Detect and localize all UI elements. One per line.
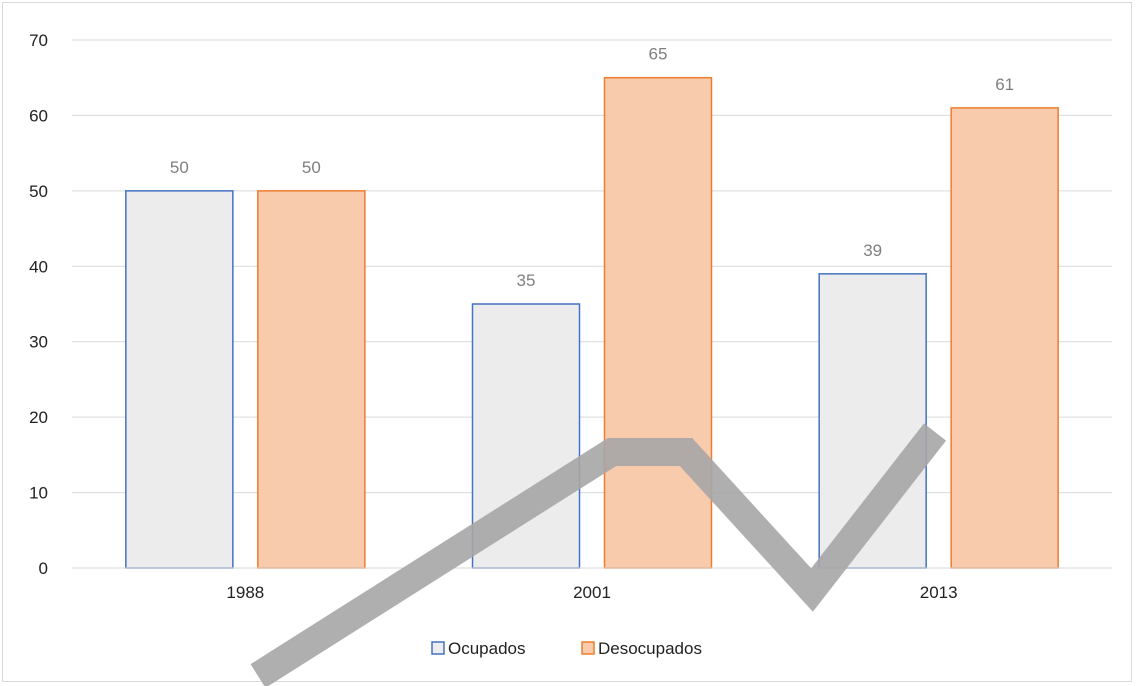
y-tick-label: 20 — [29, 408, 48, 427]
bar-desocupados-2013 — [950, 107, 1059, 569]
legend-label-desocupados: Desocupados — [598, 639, 702, 658]
bar-desocupados-1988 — [257, 190, 366, 569]
x-axis-ticks: 1988 2001 2013 — [226, 583, 957, 602]
legend-swatch-desocupados — [581, 641, 595, 655]
data-label-desocupados-2013: 61 — [995, 75, 1014, 94]
legend-label-ocupados: Ocupados — [448, 639, 526, 658]
bars — [125, 76, 1059, 569]
y-axis-ticks: 0 10 20 30 40 50 60 70 — [29, 31, 48, 578]
x-tick-label: 2013 — [920, 583, 958, 602]
y-tick-label: 10 — [29, 484, 48, 503]
data-label-ocupados-2013: 39 — [863, 241, 882, 260]
x-tick-label: 2001 — [573, 583, 611, 602]
data-label-ocupados-2001: 35 — [517, 271, 536, 290]
y-tick-label: 40 — [29, 257, 48, 276]
legend-swatch-ocupados — [431, 641, 445, 655]
gridlines — [72, 39, 1112, 494]
bar-ocupados-1988 — [125, 190, 234, 569]
data-label-ocupados-1988: 50 — [170, 158, 189, 177]
data-label-desocupados-2001: 65 — [649, 45, 668, 64]
legend: Ocupados Desocupados — [431, 639, 702, 658]
y-tick-label: 30 — [29, 333, 48, 352]
y-tick-label: 0 — [39, 559, 48, 578]
x-tick-label: 1988 — [226, 583, 264, 602]
data-labels: 50 50 35 65 39 61 — [170, 45, 1014, 290]
watermark-shape — [250, 423, 947, 686]
y-tick-label: 50 — [29, 182, 48, 201]
y-tick-label: 60 — [29, 106, 48, 125]
data-label-desocupados-1988: 50 — [302, 158, 321, 177]
bar-desocupados-2001 — [603, 76, 713, 569]
y-tick-label: 70 — [29, 31, 48, 50]
